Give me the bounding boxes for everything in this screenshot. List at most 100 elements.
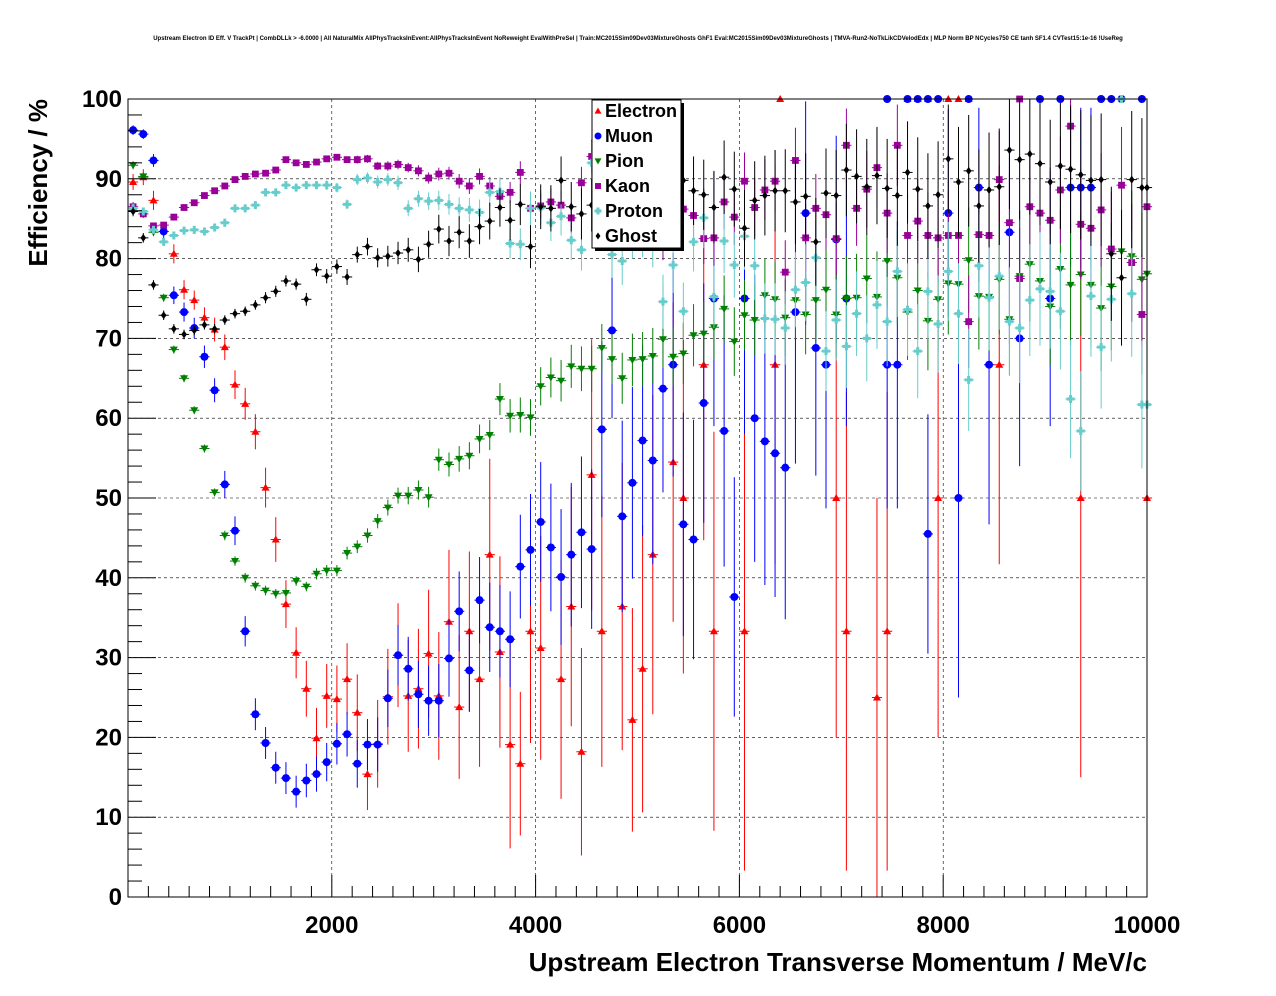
data-point	[240, 616, 251, 647]
marker-triangle-up	[832, 494, 841, 501]
data-point	[494, 188, 506, 227]
marker-triangle-up	[332, 695, 341, 703]
marker-triangle-down	[740, 312, 749, 320]
marker-triangle-up	[149, 196, 158, 204]
data-point	[321, 180, 332, 190]
marker-triangle-down	[444, 461, 453, 469]
data-point	[321, 268, 332, 284]
marker-cross	[801, 278, 810, 287]
data-point	[178, 329, 190, 340]
data-point	[678, 282, 689, 340]
data-point	[515, 183, 526, 226]
marker-triangle-down	[465, 452, 474, 460]
marker-square	[364, 155, 371, 163]
data-point	[1085, 235, 1097, 357]
marker-square	[465, 182, 473, 190]
marker-diamond	[497, 203, 503, 212]
marker-cross	[394, 178, 403, 187]
marker-cross	[485, 188, 494, 197]
marker-diamond	[568, 202, 575, 211]
marker-diamond	[486, 217, 493, 226]
marker-triangle-up	[129, 177, 138, 185]
marker-diamond	[1037, 159, 1043, 168]
data-point	[280, 588, 292, 598]
data-point	[219, 315, 230, 325]
marker-diamond	[955, 177, 962, 186]
data-point	[158, 237, 169, 246]
legend-label: Pion	[605, 151, 644, 171]
data-point	[953, 263, 964, 364]
marker-triangle-down	[720, 305, 729, 313]
data-point	[698, 301, 709, 366]
marker-square	[741, 177, 748, 185]
marker-cross	[210, 223, 219, 232]
data-point	[229, 308, 241, 319]
data-point	[331, 153, 342, 161]
marker-triangle-down	[822, 286, 831, 294]
data-point	[780, 316, 791, 620]
marker-triangle-up	[526, 627, 535, 635]
data-point	[1106, 186, 1117, 321]
legend-item-muon: Muon	[594, 126, 653, 146]
data-point	[627, 387, 638, 579]
marker-triangle-down	[577, 365, 586, 373]
marker-triangle-down	[353, 543, 362, 551]
marker-circle	[658, 384, 667, 393]
data-point	[1096, 113, 1107, 246]
data-point	[963, 114, 974, 227]
data-point	[841, 123, 852, 217]
data-point	[871, 126, 883, 225]
marker-diamond	[945, 154, 952, 163]
data-point	[413, 660, 424, 728]
marker-cross	[771, 315, 780, 324]
data-point	[484, 582, 495, 672]
marker-circle	[495, 627, 504, 636]
marker-triangle-up	[485, 550, 494, 558]
marker-triangle-down	[190, 407, 199, 415]
data-point	[199, 227, 210, 236]
data-point	[392, 487, 404, 504]
data-point	[831, 279, 842, 361]
y-tick-label: 90	[95, 166, 122, 193]
data-point	[423, 486, 434, 508]
data-point	[759, 155, 770, 236]
marker-triangle-down	[322, 567, 331, 575]
marker-cross	[1056, 307, 1065, 316]
marker-cross	[985, 293, 994, 302]
data-series	[128, 95, 1153, 897]
marker-triangle-down	[485, 431, 494, 439]
marker-circle	[587, 545, 596, 554]
marker-square	[595, 183, 601, 189]
data-point	[586, 469, 597, 629]
marker-triangle-down	[669, 353, 678, 361]
data-point	[433, 448, 444, 471]
data-point	[341, 643, 353, 716]
marker-diamond	[863, 182, 870, 191]
marker-diamond	[303, 295, 310, 304]
data-point	[148, 154, 159, 167]
data-point	[280, 156, 292, 164]
marker-triangle-down	[180, 375, 189, 383]
marker-cross	[200, 227, 209, 236]
data-point	[270, 285, 281, 297]
marker-square	[394, 161, 402, 168]
marker-diamond	[323, 272, 330, 281]
marker-triangle-up	[506, 740, 515, 748]
data-point	[423, 172, 434, 184]
marker-triangle-down	[495, 396, 504, 404]
data-point	[270, 166, 281, 174]
data-point	[352, 155, 363, 164]
marker-diamond	[262, 293, 269, 302]
data-point	[820, 311, 832, 392]
marker-diamond	[364, 242, 371, 251]
marker-triangle-up	[883, 627, 892, 635]
data-point	[515, 514, 526, 619]
marker-triangle-down	[230, 558, 239, 566]
data-point	[576, 648, 587, 856]
data-point	[240, 573, 251, 583]
data-point	[739, 189, 750, 267]
marker-square	[781, 268, 789, 276]
marker-triangle-down	[292, 577, 301, 585]
marker-circle	[893, 360, 902, 369]
